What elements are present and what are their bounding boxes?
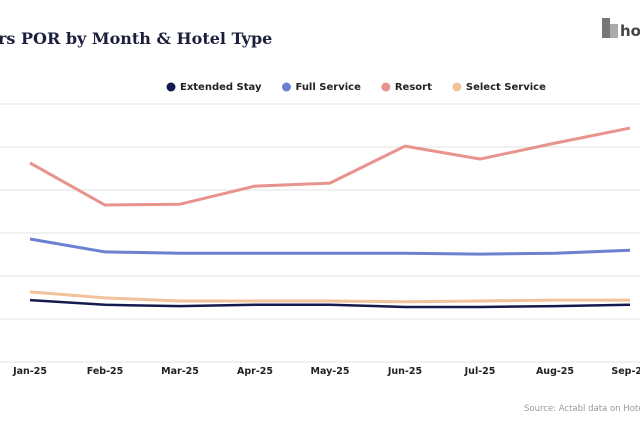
series-line [29,126,631,207]
legend-label: Resort [395,82,432,93]
x-tick-label: Sep-25 [611,366,640,377]
legend-marker [381,82,391,92]
x-tick-label: Apr-25 [237,366,273,377]
legend-label: Full Service [295,82,361,93]
logo: hot [602,18,640,40]
x-tick-label: May-25 [311,366,350,377]
logo-text: hot [620,22,640,40]
x-tick-label: Jun-25 [387,366,422,377]
series-line [29,290,630,304]
legend-label: Select Service [466,82,546,93]
legend-label: Extended Stay [180,82,262,93]
legend-marker [281,82,291,92]
x-tick-label: Feb-25 [87,366,124,377]
logo-icon [602,18,610,38]
x-tick-label: Aug-25 [536,366,574,377]
logo-icon [610,24,618,38]
legend-marker [166,82,176,92]
source: Source: Actabl data on Hotel [524,404,640,414]
series-line [29,298,631,309]
x-tick-label: Mar-25 [161,366,199,377]
x-tick-label: Jul-25 [464,366,496,377]
x-tick-label: Jan-25 [12,366,47,377]
legend-marker [452,82,462,92]
series-line [29,237,631,256]
chart-title: rs POR by Month & Hotel Type [0,29,272,48]
